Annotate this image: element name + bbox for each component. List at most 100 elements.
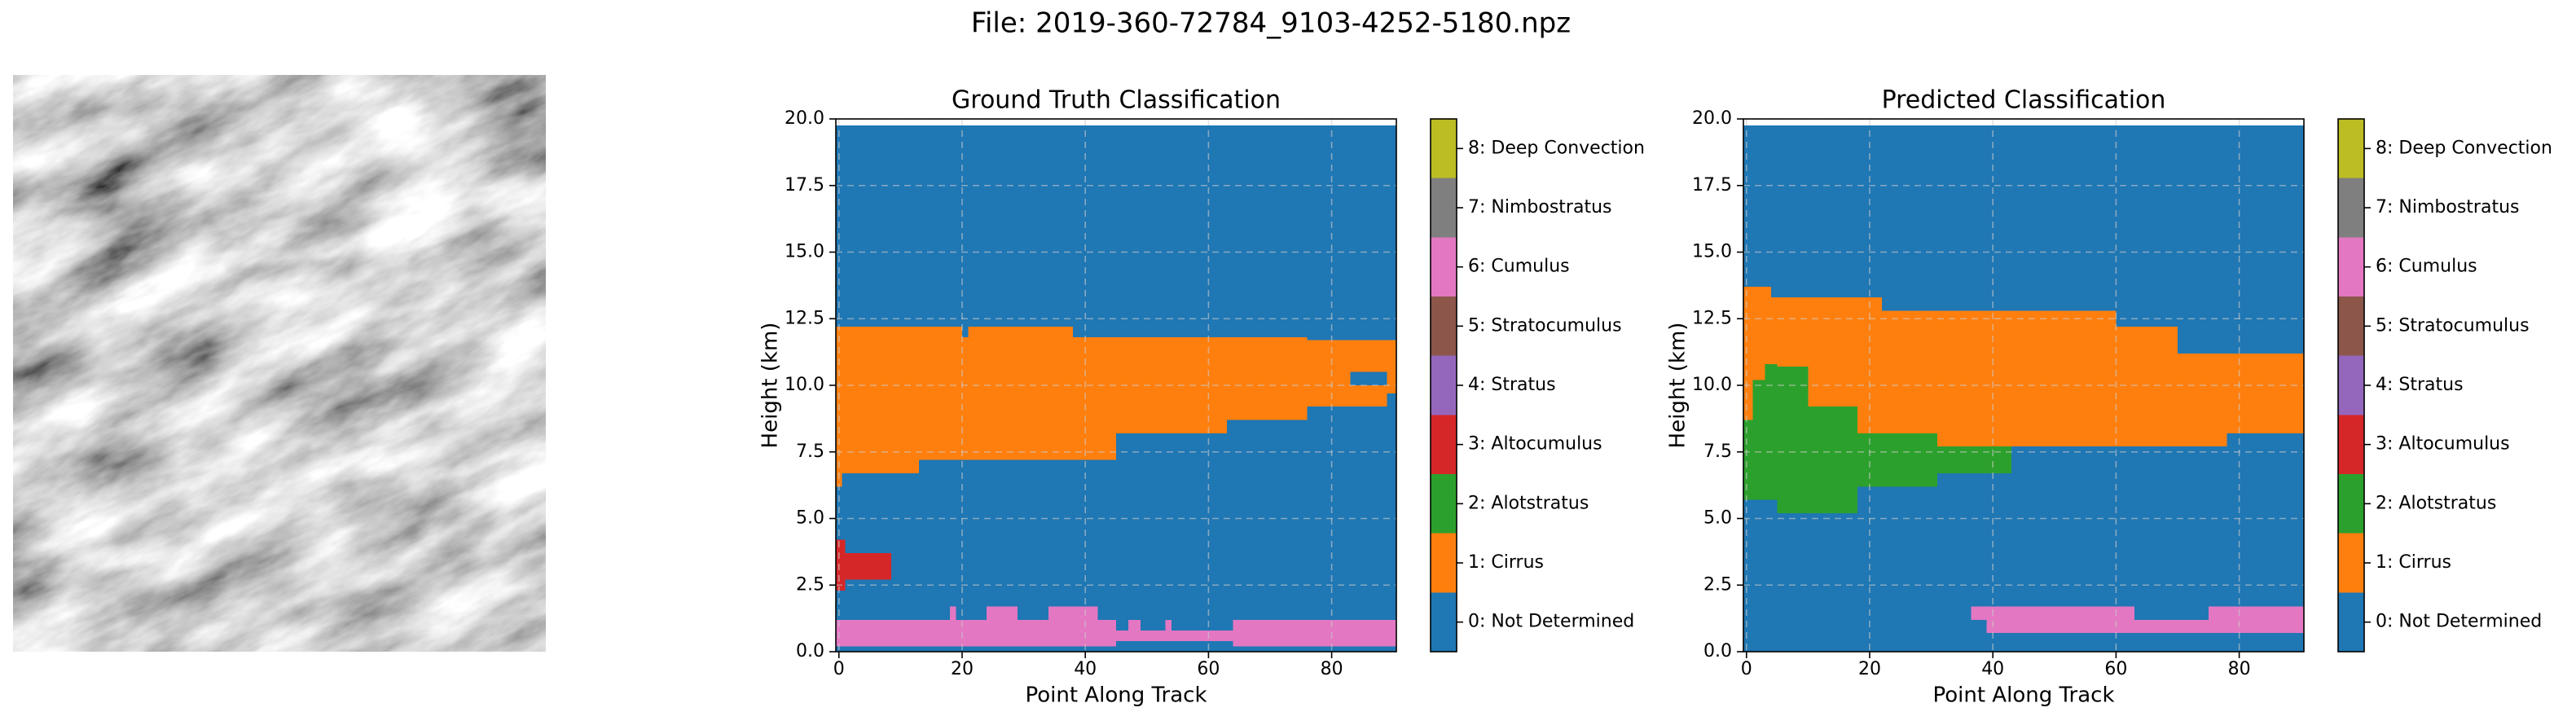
class-cell: [968, 327, 1074, 460]
class-cell: [2208, 606, 2304, 634]
y-axis-label: Height (km): [758, 323, 783, 449]
colorbar-segment: [1431, 415, 1457, 474]
y-tick-label: 15.0: [1692, 242, 1732, 262]
y-tick-label: 5.0: [796, 508, 824, 529]
class-cell: [1971, 606, 1987, 620]
x-tick-label: 0: [1741, 659, 1752, 679]
colorbar-segment: [1431, 119, 1457, 178]
colorbar-label: 0: Not Determined: [2376, 612, 2542, 632]
y-tick-label: 15.0: [785, 242, 824, 262]
colorbar-segment: [2338, 237, 2364, 297]
colorbar-segment: [2338, 533, 2364, 593]
colorbar-segment: [1431, 297, 1457, 356]
class-cell: [845, 553, 892, 580]
class-cell: [1752, 380, 1765, 500]
axes-frame: [1743, 118, 2305, 652]
class-cell: [1227, 337, 1308, 420]
colorbar-frame: [1430, 118, 1457, 652]
y-tick-label: 20.0: [1692, 108, 1732, 129]
class-cell: [2178, 353, 2227, 447]
class-cell: [1777, 367, 1809, 513]
colorbar-label: 5: Stratocumulus: [1468, 315, 1622, 336]
colorbar-label: 8: Deep Convection: [1468, 138, 1645, 158]
class-cell: [1882, 310, 2117, 447]
class-cell: [949, 606, 956, 620]
class-cell: [2116, 327, 2178, 447]
colorbar-label: 1: Cirrus: [1468, 552, 1544, 573]
colorbar-segment: [1431, 533, 1457, 593]
colorbar-label: 4: Stratus: [2376, 375, 2464, 395]
x-tick-label: 40: [1981, 659, 2004, 679]
satellite-image: [13, 75, 546, 652]
colorbar-label: 8: Deep Convection: [2376, 138, 2552, 158]
y-tick-label: 7.5: [1703, 442, 1732, 462]
y-tick-label: 20.0: [785, 108, 824, 129]
class-cell: [1808, 406, 1857, 513]
colorbar-label: 7: Nimbostratus: [2376, 197, 2519, 218]
class-cell: [1765, 363, 1778, 500]
class-cell: [1165, 619, 1172, 631]
y-tick-label: 0.0: [1703, 641, 1732, 661]
class-cell: [2134, 619, 2209, 634]
colorbar-label: 3: Altocumulus: [1468, 434, 1602, 455]
figure-title: File: 2019-360-72784_9103-4252-5180.npz: [971, 7, 1571, 40]
y-tick-label: 10.0: [785, 375, 824, 395]
class-cell: [1937, 446, 2011, 473]
colorbar-label: 3: Altocumulus: [2376, 434, 2510, 455]
x-tick-label: 60: [1197, 659, 1220, 679]
class-cell: [836, 539, 846, 591]
chart-title: Predicted Classification: [1882, 86, 2166, 115]
colorbar-segment: [2338, 474, 2364, 534]
colorbar-segment: [1431, 474, 1457, 534]
class-cell: [987, 606, 1018, 620]
colorbar-segment: [1431, 592, 1457, 652]
colorbar-segment: [2338, 119, 2364, 178]
axes-frame: [835, 118, 1397, 652]
x-tick-label: 80: [1321, 659, 1343, 679]
colorbar-label: 6: Cumulus: [2376, 257, 2477, 277]
x-tick-label: 0: [833, 659, 845, 679]
colorbar-segment: [2338, 297, 2364, 356]
x-axis-label: Point Along Track: [1025, 683, 1207, 708]
chart-title: Ground Truth Classification: [952, 86, 1281, 115]
colorbar-segment: [1431, 178, 1457, 238]
class-cell: [1128, 619, 1141, 631]
x-tick-label: 60: [2104, 659, 2127, 679]
y-tick-label: 17.5: [785, 175, 824, 196]
class-cell: [1233, 619, 1396, 647]
colorbar-label: 1: Cirrus: [2376, 552, 2451, 573]
colorbar-segment: [2338, 355, 2364, 415]
class-cell: [836, 619, 1116, 647]
colorbar-label: 2: Alotstratus: [1468, 493, 1589, 513]
y-axis-label: Height (km): [1666, 323, 1690, 449]
y-tick-label: 12.5: [1692, 308, 1732, 328]
class-cell: [1073, 337, 1116, 460]
class-cell: [1116, 630, 1233, 641]
colorbar-label: 4: Stratus: [1468, 375, 1556, 395]
class-cell: [1048, 606, 1098, 620]
y-tick-label: 5.0: [1703, 508, 1732, 529]
y-tick-label: 2.5: [796, 574, 824, 595]
colorbar-segment: [1431, 237, 1457, 297]
class-cell: [1350, 371, 1387, 385]
x-axis-label: Point Along Track: [1932, 683, 2114, 708]
colorbar-frame: [2337, 118, 2365, 652]
y-tick-label: 17.5: [1692, 175, 1732, 196]
colorbar-label: 2: Alotstratus: [2376, 493, 2496, 513]
x-tick-label: 40: [1074, 659, 1097, 679]
y-tick-label: 2.5: [1703, 574, 1732, 595]
y-tick-label: 0.0: [796, 641, 824, 661]
class-cell: [1743, 420, 1753, 500]
class-cell: [1857, 433, 1938, 487]
y-tick-label: 10.0: [1692, 375, 1732, 395]
class-cell: [919, 327, 962, 460]
colorbar-segment: [1431, 355, 1457, 415]
class-cell: [1986, 606, 2135, 634]
y-tick-label: 7.5: [796, 442, 824, 462]
colorbar-segment: [2338, 415, 2364, 474]
class-cell: [842, 327, 920, 473]
class-cell: [1387, 393, 1396, 407]
x-tick-label: 20: [1858, 659, 1881, 679]
